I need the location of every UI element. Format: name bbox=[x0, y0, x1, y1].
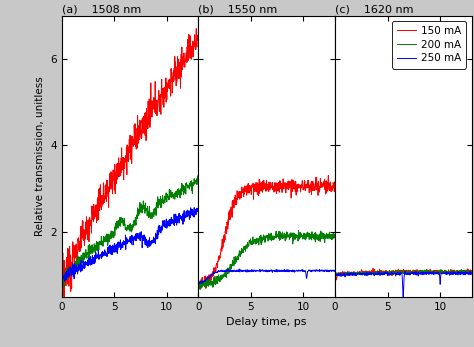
X-axis label: Delay time, ps: Delay time, ps bbox=[227, 317, 307, 327]
250 mA bbox=[436, 270, 441, 274]
Line: 200 mA: 200 mA bbox=[335, 270, 472, 276]
150 mA bbox=[356, 271, 362, 275]
200 mA bbox=[367, 271, 373, 275]
150 mA bbox=[394, 268, 400, 272]
250 mA bbox=[367, 271, 373, 275]
250 mA bbox=[401, 296, 406, 301]
200 mA bbox=[339, 274, 345, 278]
Y-axis label: Relative transmission, unitless: Relative transmission, unitless bbox=[35, 76, 45, 236]
200 mA bbox=[469, 269, 474, 273]
Text: (b)    1550 nm: (b) 1550 nm bbox=[198, 5, 278, 15]
200 mA bbox=[332, 269, 338, 273]
200 mA bbox=[394, 271, 400, 275]
150 mA bbox=[332, 276, 338, 280]
200 mA bbox=[435, 270, 441, 274]
200 mA bbox=[424, 268, 429, 272]
200 mA bbox=[413, 270, 419, 274]
250 mA bbox=[394, 273, 400, 277]
Line: 150 mA: 150 mA bbox=[335, 268, 472, 281]
200 mA bbox=[458, 268, 464, 272]
Line: 250 mA: 250 mA bbox=[335, 271, 472, 298]
150 mA bbox=[333, 279, 338, 283]
Text: (a)    1508 nm: (a) 1508 nm bbox=[62, 5, 141, 15]
250 mA bbox=[332, 273, 338, 278]
150 mA bbox=[413, 270, 419, 274]
Text: (c)    1620 nm: (c) 1620 nm bbox=[335, 5, 413, 15]
Legend: 150 mA, 200 mA, 250 mA: 150 mA, 200 mA, 250 mA bbox=[392, 21, 466, 68]
250 mA bbox=[356, 271, 362, 275]
150 mA bbox=[424, 267, 429, 271]
150 mA bbox=[370, 266, 376, 270]
200 mA bbox=[356, 270, 362, 274]
150 mA bbox=[436, 269, 441, 273]
150 mA bbox=[469, 269, 474, 273]
250 mA bbox=[469, 271, 474, 275]
150 mA bbox=[367, 270, 373, 274]
250 mA bbox=[413, 270, 419, 274]
250 mA bbox=[424, 271, 429, 276]
250 mA bbox=[402, 269, 408, 273]
